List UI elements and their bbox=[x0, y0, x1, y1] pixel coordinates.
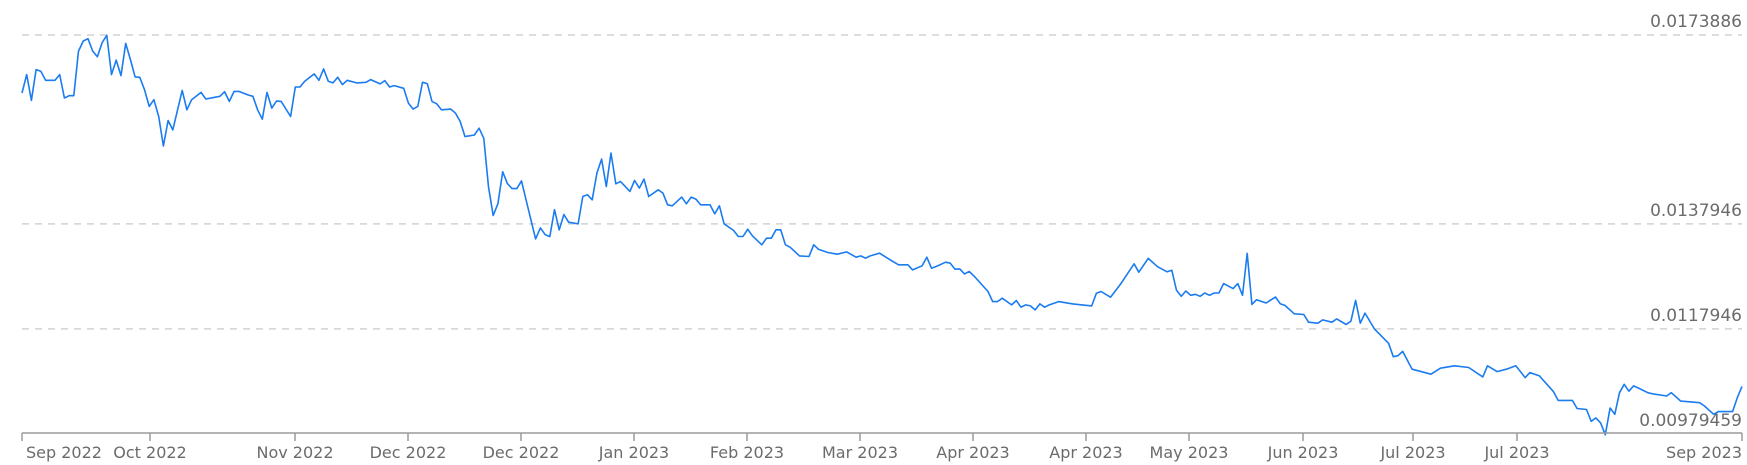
y-tick-label: 0.0137946 bbox=[1650, 201, 1742, 221]
y-tick-label: 0.0117946 bbox=[1650, 306, 1742, 326]
x-tick-label: Mar 2023 bbox=[822, 443, 898, 462]
gridlines bbox=[22, 34, 1742, 330]
x-axis-ticks: Sep 2022 Oct 2022 Nov 2022 Dec 2022 Dec 2022… bbox=[21, 433, 1743, 462]
x-tick-label: Dec 2022 bbox=[370, 443, 447, 462]
y-axis-labels: 0.0173886 0.0137946 0.0117946 0.00979459 bbox=[1639, 12, 1742, 431]
x-tick-label: Sep 2023 bbox=[1666, 443, 1742, 462]
x-tick-label: Apr 2023 bbox=[936, 443, 1009, 462]
x-tick-label: Feb 2023 bbox=[710, 443, 784, 462]
y-tick-label: 0.0173886 bbox=[1650, 12, 1742, 32]
x-tick-label: Jan 2023 bbox=[598, 443, 669, 462]
x-tick-label: May 2023 bbox=[1150, 443, 1229, 462]
x-tick-label: Nov 2022 bbox=[256, 443, 333, 462]
x-tick-label: Jul 2023 bbox=[1483, 443, 1549, 462]
x-tick-label: Jul 2023 bbox=[1379, 443, 1445, 462]
x-tick-label: Jun 2023 bbox=[1267, 443, 1339, 462]
series-layer bbox=[21, 34, 1743, 436]
x-tick-label: Sep 2022 bbox=[26, 443, 102, 462]
x-tick-label: Oct 2022 bbox=[113, 443, 186, 462]
x-tick-label: Dec 2022 bbox=[483, 443, 560, 462]
series-line bbox=[21, 34, 1743, 436]
x-tick-label: Apr 2023 bbox=[1049, 443, 1122, 462]
y-tick-label: 0.00979459 bbox=[1639, 411, 1742, 431]
